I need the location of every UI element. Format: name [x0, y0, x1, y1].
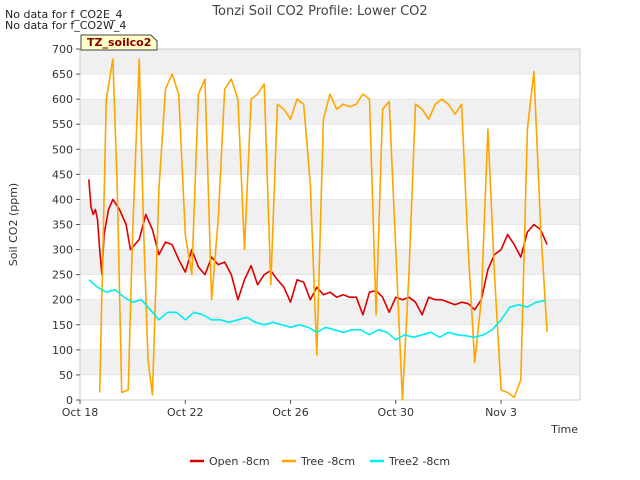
- grid-band: [80, 199, 580, 225]
- y-tick-label: 600: [52, 93, 73, 106]
- no-data-note-2: No data for f_CO2W_4: [5, 19, 127, 32]
- no-data-note-1: No data for f_CO2E_4: [5, 8, 123, 21]
- series-lines: [88, 58, 548, 401]
- y-tick-label: 200: [52, 294, 73, 307]
- chart-title: Tonzi Soil CO2 Profile: Lower CO2: [211, 4, 427, 19]
- y-tick-label: 700: [52, 43, 73, 56]
- y-tick-label: 300: [52, 244, 73, 257]
- y-tick-label: 250: [52, 269, 73, 282]
- site-badge: TZ_soilco2: [80, 34, 158, 51]
- y-tick-label: 50: [59, 369, 73, 382]
- grid-band: [80, 249, 580, 275]
- y-tick-label: 0: [66, 394, 73, 407]
- y-tick-label: 400: [52, 193, 73, 206]
- x-tick-label: Oct 26: [272, 406, 309, 419]
- y-tick-label: 500: [52, 143, 73, 156]
- y-tick-label: 650: [52, 68, 73, 81]
- y-tick-label: 100: [52, 344, 73, 357]
- x-tick-label: Oct 30: [378, 406, 415, 419]
- x-tick-label: Nov 3: [485, 406, 517, 419]
- site-badge-label: TZ_soilco2: [87, 36, 151, 49]
- grid-band: [80, 349, 580, 375]
- y-tick-label: 150: [52, 319, 73, 332]
- y-tick-label: 550: [52, 118, 73, 131]
- grid-bands: [80, 48, 580, 401]
- x-tick-label: Oct 18: [62, 406, 99, 419]
- series-line-open-8cm: [88, 179, 548, 316]
- legend-label: Tree2 -8cm: [388, 455, 450, 468]
- grid-band: [80, 99, 580, 125]
- y-axis-label: Soil CO2 (ppm): [7, 183, 20, 266]
- legend-label: Tree -8cm: [300, 455, 355, 468]
- legend: Open -8cm Tree -8cm Tree2 -8cm: [190, 455, 450, 468]
- y-tick-label: 350: [52, 219, 73, 232]
- x-axis-label: Time: [550, 423, 578, 436]
- grid-band: [80, 149, 580, 175]
- grid-band: [80, 49, 580, 75]
- y-tick-label: 450: [52, 168, 73, 181]
- legend-label: Open -8cm: [209, 455, 270, 468]
- axes: 0 50 100 150 200 250 300 350 400 450 500 550 600 650 7…: [52, 43, 517, 419]
- series-line-tree2-8cm: [88, 279, 546, 341]
- series-line-tree-8cm: [98, 58, 548, 401]
- x-tick-label: Oct 22: [167, 406, 204, 419]
